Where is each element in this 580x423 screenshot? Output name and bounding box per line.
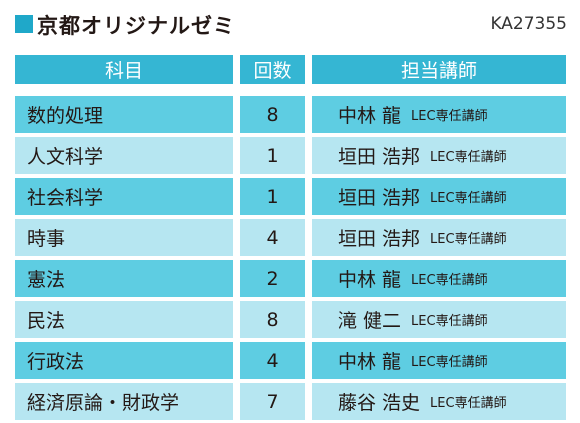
teacher-cell: 中林 龍 LEC専任講師 xyxy=(312,96,566,133)
teacher-cell: 垣田 浩邦 LEC専任講師 xyxy=(312,178,566,215)
teacher-role: LEC専任講師 xyxy=(411,273,488,288)
count-cell: 1 xyxy=(240,137,305,174)
teacher-cell: 滝 健二 LEC専任講師 xyxy=(312,301,566,338)
subject-cell: 社会科学 xyxy=(15,178,233,215)
count-cell: 8 xyxy=(240,301,305,338)
teacher-cell: 中林 龍 LEC専任講師 xyxy=(312,342,566,379)
teacher-role: LEC専任講師 xyxy=(411,109,488,124)
header: 京都オリジナルゼミ KA27355 xyxy=(15,8,567,40)
teacher-cell: 中林 龍 LEC専任講師 xyxy=(312,260,566,297)
teacher-cell: 垣田 浩邦 LEC専任講師 xyxy=(312,219,566,256)
teacher-role: LEC専任講師 xyxy=(411,355,488,370)
count-cell: 4 xyxy=(240,342,305,379)
teacher-role: LEC専任講師 xyxy=(430,232,507,247)
teacher-name: 垣田 浩邦 xyxy=(338,146,421,168)
teacher-name: 中林 龍 xyxy=(338,269,402,291)
teacher-cell: 垣田 浩邦 LEC専任講師 xyxy=(312,137,566,174)
subject-cell: 行政法 xyxy=(15,342,233,379)
column-header: 担当講師 xyxy=(312,55,566,84)
count-cell: 2 xyxy=(240,260,305,297)
count-cell: 4 xyxy=(240,219,305,256)
count-cell: 1 xyxy=(240,178,305,215)
teacher-name: 中林 龍 xyxy=(338,351,402,373)
teacher-role: LEC専任講師 xyxy=(430,150,507,165)
schedule-table: 科目 回数 担当講師 数的処理 8 中林 龍 LEC専任講師 人文科学 1 垣田 浩邦 LEC専任講… xyxy=(15,55,566,420)
title-icon xyxy=(15,15,33,33)
teacher-role: LEC専任講師 xyxy=(430,396,507,411)
teacher-name: 垣田 浩邦 xyxy=(338,228,421,250)
count-cell: 7 xyxy=(240,383,305,420)
count-cell: 8 xyxy=(240,96,305,133)
subject-cell: 人文科学 xyxy=(15,137,233,174)
teacher-name: 滝 健二 xyxy=(338,310,402,332)
teacher-cell: 藤谷 浩史 LEC専任講師 xyxy=(312,383,566,420)
teacher-name: 中林 龍 xyxy=(338,105,402,127)
teacher-role: LEC専任講師 xyxy=(430,191,507,206)
teacher-role: LEC専任講師 xyxy=(411,314,488,329)
subject-cell: 民法 xyxy=(15,301,233,338)
subject-cell: 憲法 xyxy=(15,260,233,297)
subject-cell: 数的処理 xyxy=(15,96,233,133)
subject-cell: 経済原論・財政学 xyxy=(15,383,233,420)
column-header: 科目 xyxy=(15,55,233,84)
course-code: KA27355 xyxy=(490,14,567,34)
column-header: 回数 xyxy=(240,55,305,84)
teacher-name: 藤谷 浩史 xyxy=(338,392,421,414)
subject-cell: 時事 xyxy=(15,219,233,256)
teacher-name: 垣田 浩邦 xyxy=(338,187,421,209)
title: 京都オリジナルゼミ xyxy=(37,14,235,38)
